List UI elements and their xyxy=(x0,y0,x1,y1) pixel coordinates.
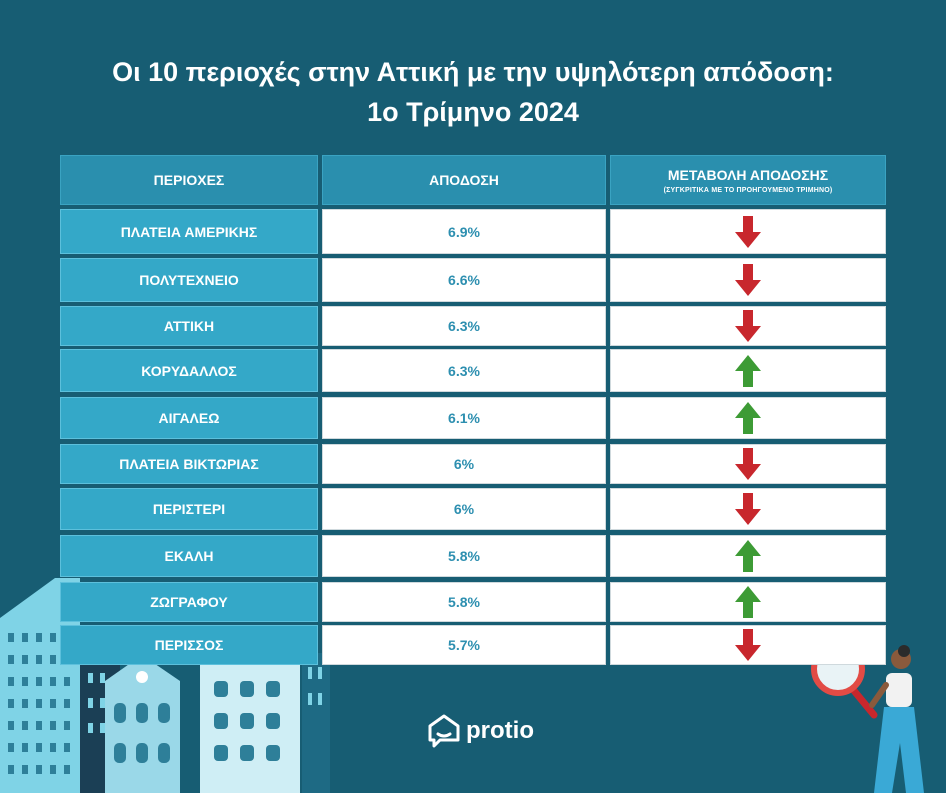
change-cell xyxy=(610,306,886,346)
change-cell xyxy=(610,349,886,392)
arrow-down-icon xyxy=(735,264,761,296)
yield-cell: 6% xyxy=(322,488,606,530)
change-cell xyxy=(610,444,886,484)
yield-cell: 6.3% xyxy=(322,306,606,346)
header-change: ΜΕΤΑΒΟΛΗ ΑΠΟΔΟΣΗΣ (ΣΥΓΚΡΙΤΙΚΑ ΜΕ ΤΟ ΠΡΟΗ… xyxy=(610,155,886,205)
header-change-label: ΜΕΤΑΒΟΛΗ ΑΠΟΔΟΣΗΣ xyxy=(667,166,829,183)
header-change-sublabel: (ΣΥΓΚΡΙΤΙΚΑ ΜΕ ΤΟ ΠΡΟΗΓΟΥΜΕΝΟ ΤΡΙΜΗΝΟ) xyxy=(663,186,833,194)
region-cell: ΠΕΡΙΣΤΕΡΙ xyxy=(60,488,318,530)
yield-cell: 5.7% xyxy=(322,625,606,665)
arrow-up-icon xyxy=(735,354,761,387)
yield-cell: 5.8% xyxy=(322,582,606,622)
yield-cell: 6.3% xyxy=(322,349,606,392)
header-yield: ΑΠΟΔΟΣΗ xyxy=(322,155,606,205)
region-cell: ΖΩΓΡΑΦΟΥ xyxy=(60,582,318,622)
change-cell xyxy=(610,258,886,302)
change-cell xyxy=(610,582,886,622)
arrow-down-icon xyxy=(735,629,761,661)
yield-cell: 6.6% xyxy=(322,258,606,302)
arrow-down-icon xyxy=(735,215,761,248)
arrow-down-icon xyxy=(735,493,761,525)
arrow-up-icon xyxy=(735,402,761,434)
arrow-up-icon xyxy=(735,540,761,572)
house-logo-icon xyxy=(428,714,460,748)
title-line-2: 1ο Τρίμηνο 2024 xyxy=(367,97,579,127)
change-cell xyxy=(610,488,886,530)
region-cell: ΠΟΛΥΤΕΧΝΕΙΟ xyxy=(60,258,318,302)
region-cell: ΠΛΑΤΕΙΑ ΑΜΕΡΙΚΗΣ xyxy=(60,209,318,254)
change-cell xyxy=(610,209,886,254)
page-title: Οι 10 περιοχές στην Αττική με την υψηλότ… xyxy=(0,52,946,132)
arrow-down-icon xyxy=(735,310,761,342)
logo-text: protio xyxy=(466,717,534,744)
yield-cell: 6.9% xyxy=(322,209,606,254)
yield-cell: 6% xyxy=(322,444,606,484)
region-cell: ΠΕΡΙΣΣΟΣ xyxy=(60,625,318,665)
arrow-up-icon xyxy=(735,586,761,618)
region-cell: ΑΤΤΙΚΗ xyxy=(60,306,318,346)
protio-logo: protio xyxy=(428,714,534,748)
yield-cell: 6.1% xyxy=(322,397,606,439)
change-cell xyxy=(610,625,886,665)
change-cell xyxy=(610,535,886,577)
arrow-down-icon xyxy=(735,448,761,480)
yield-cell: 5.8% xyxy=(322,535,606,577)
region-cell: ΚΟΡΥΔΑΛΛΟΣ xyxy=(60,349,318,392)
region-cell: ΠΛΑΤΕΙΑ ΒΙΚΤΩΡΙΑΣ xyxy=(60,444,318,484)
change-cell xyxy=(610,397,886,439)
title-line-1: Οι 10 περιοχές στην Αττική με την υψηλότ… xyxy=(112,57,834,87)
region-cell: ΕΚΑΛΗ xyxy=(60,535,318,577)
header-region: ΠΕΡΙΟΧΕΣ xyxy=(60,155,318,205)
region-cell: ΑΙΓΑΛΕΩ xyxy=(60,397,318,439)
